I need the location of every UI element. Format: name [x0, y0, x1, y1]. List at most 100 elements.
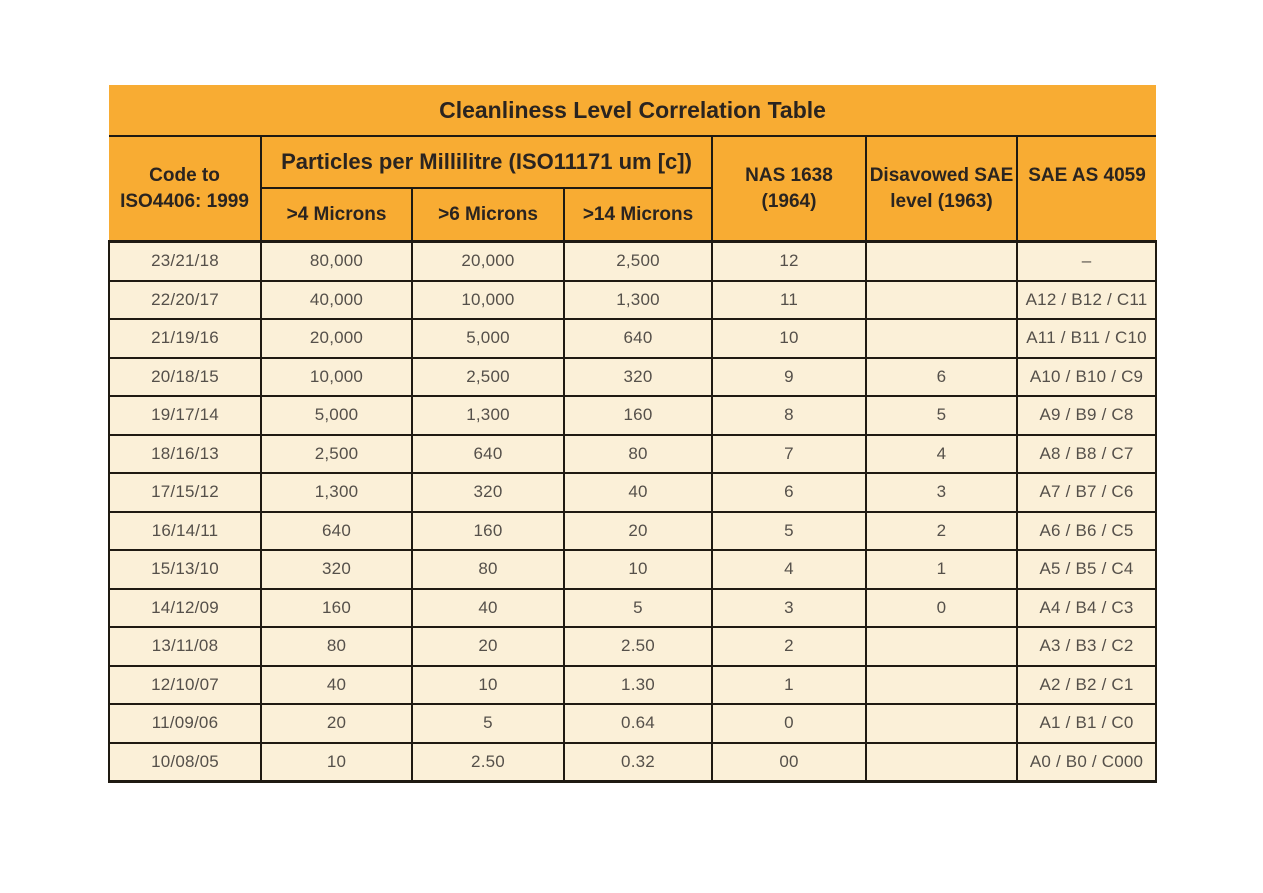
cell-nas-1638: 7: [711, 433, 867, 474]
table-row: 16/14/11 640 160 20 5 2 A6 / B6 / C5: [108, 510, 1158, 551]
header-iso4406-code: Code to ISO4406: 1999: [109, 135, 262, 243]
cell-sae-as-4059: A9 / B9 / C8: [1015, 395, 1158, 436]
table-row: 12/10/07 40 10 1.30 1 A2 / B2 / C1: [108, 664, 1158, 705]
table-row: 20/18/15 10,000 2,500 320 9 6 A10 / B10 / C9: [108, 356, 1158, 397]
cell-gt6-microns: 10: [411, 664, 565, 705]
cell-gt14-microns: 0.64: [563, 703, 713, 744]
cell-gt14-microns: 80: [563, 433, 713, 474]
cell-iso4406-code: 21/19/16: [108, 318, 262, 359]
cell-gt6-microns: 2.50: [411, 741, 565, 783]
table-header: Cleanliness Level Correlation Table Code…: [109, 85, 1157, 243]
table-row: 21/19/16 20,000 5,000 640 10 A11 / B11 / C10: [108, 318, 1158, 359]
cell-nas-1638: 1: [711, 664, 867, 705]
header-gt4-microns: >4 Microns: [260, 187, 413, 243]
table-row: 22/20/17 40,000 10,000 1,300 11 A12 / B12 / C…: [108, 279, 1158, 320]
table-body: 23/21/18 80,000 20,000 2,500 12–22/20/17 40,0…: [108, 240, 1158, 783]
cleanliness-correlation-table: Cleanliness Level Correlation Table Code…: [108, 85, 1158, 783]
cell-gt14-microns: 40: [563, 472, 713, 513]
cell-gt4-microns: 640: [260, 510, 413, 551]
table-row: 11/09/06 20 5 0.64 0 A1 / B1 / C0: [108, 703, 1158, 744]
cell-sae-as-4059: A10 / B10 / C9: [1015, 356, 1158, 397]
table-row: 13/11/08 80 20 2.50 2 A3 / B3 / C2: [108, 626, 1158, 667]
cell-disavowed-sae-level: [865, 664, 1018, 705]
cell-gt4-microns: 40: [260, 664, 413, 705]
cell-iso4406-code: 20/18/15: [108, 356, 262, 397]
cell-disavowed-sae-level: [865, 240, 1018, 282]
cell-gt14-microns: 640: [563, 318, 713, 359]
cell-gt6-microns: 5,000: [411, 318, 565, 359]
header-row-main: Code to ISO4406: 1999 Particles per Mill…: [109, 135, 1157, 243]
cell-iso4406-code: 14/12/09: [108, 587, 262, 628]
cell-iso4406-code: 18/16/13: [108, 433, 262, 474]
cell-gt4-microns: 80,000: [260, 240, 413, 282]
cell-gt4-microns: 5,000: [260, 395, 413, 436]
table-row: 19/17/14 5,000 1,300 160 8 5 A9 / B9 / C8: [108, 395, 1158, 436]
cell-iso4406-code: 23/21/18: [108, 240, 262, 282]
cell-gt14-microns: 10: [563, 549, 713, 590]
cell-gt6-microns: 40: [411, 587, 565, 628]
cell-sae-as-4059: A4 / B4 / C3: [1015, 587, 1158, 628]
header-row-microns: >4 Microns >6 Microns >14 Microns: [109, 187, 1156, 243]
header-gt6-microns: >6 Microns: [411, 187, 565, 243]
cell-gt14-microns: 2,500: [563, 240, 713, 282]
cell-disavowed-sae-level: [865, 703, 1018, 744]
cell-nas-1638: 6: [711, 472, 867, 513]
cell-gt4-microns: 40,000: [260, 279, 413, 320]
cell-disavowed-sae-level: [865, 318, 1018, 359]
cell-gt4-microns: 320: [260, 549, 413, 590]
cell-gt6-microns: 80: [411, 549, 565, 590]
header-sae-as-4059: SAE AS 4059: [1015, 135, 1157, 243]
cell-gt14-microns: 1,300: [563, 279, 713, 320]
cell-sae-as-4059: A6 / B6 / C5: [1015, 510, 1158, 551]
cell-nas-1638: 10: [711, 318, 867, 359]
cell-sae-as-4059: A12 / B12 / C11: [1015, 279, 1158, 320]
cell-nas-1638: 2: [711, 626, 867, 667]
cell-sae-as-4059: A8 / B8 / C7: [1015, 433, 1158, 474]
cell-gt14-microns: 20: [563, 510, 713, 551]
cell-disavowed-sae-level: 3: [865, 472, 1018, 513]
cell-disavowed-sae-level: [865, 626, 1018, 667]
cell-gt6-microns: 20,000: [411, 240, 565, 282]
cell-sae-as-4059: A2 / B2 / C1: [1015, 664, 1158, 705]
cell-disavowed-sae-level: [865, 741, 1018, 783]
cell-disavowed-sae-level: 0: [865, 587, 1018, 628]
cell-gt4-microns: 160: [260, 587, 413, 628]
cell-sae-as-4059: A3 / B3 / C2: [1015, 626, 1158, 667]
cell-disavowed-sae-level: 6: [865, 356, 1018, 397]
cell-gt6-microns: 5: [411, 703, 565, 744]
cell-gt6-microns: 640: [411, 433, 565, 474]
cell-iso4406-code: 19/17/14: [108, 395, 262, 436]
cell-iso4406-code: 12/10/07: [108, 664, 262, 705]
cell-iso4406-code: 13/11/08: [108, 626, 262, 667]
table-row: 18/16/13 2,500 640 80 7 4 A8 / B8 / C7: [108, 433, 1158, 474]
cell-gt6-microns: 320: [411, 472, 565, 513]
cell-gt4-microns: 20,000: [260, 318, 413, 359]
cell-disavowed-sae-level: 2: [865, 510, 1018, 551]
cell-gt14-microns: 2.50: [563, 626, 713, 667]
table-row: 14/12/09 160 40 5 3 0 A4 / B4 / C3: [108, 587, 1158, 628]
header-particles-per-millilitre: Particles per Millilitre (ISO11171 um [c…: [260, 135, 713, 189]
cell-iso4406-code: 17/15/12: [108, 472, 262, 513]
cell-disavowed-sae-level: [865, 279, 1018, 320]
cell-gt4-microns: 10: [260, 741, 413, 783]
cell-nas-1638: 0: [711, 703, 867, 744]
cell-gt4-microns: 2,500: [260, 433, 413, 474]
cell-nas-1638: 8: [711, 395, 867, 436]
table-row: 15/13/10 320 80 10 4 1 A5 / B5 / C4: [108, 549, 1158, 590]
cell-sae-as-4059: A1 / B1 / C0: [1015, 703, 1158, 744]
cell-sae-as-4059: –: [1015, 240, 1158, 282]
cell-gt6-microns: 10,000: [411, 279, 565, 320]
cell-gt6-microns: 160: [411, 510, 565, 551]
title-row: Cleanliness Level Correlation Table: [109, 85, 1157, 137]
cell-sae-as-4059: A0 / B0 / C000: [1015, 741, 1158, 783]
cell-nas-1638: 9: [711, 356, 867, 397]
cell-disavowed-sae-level: 5: [865, 395, 1018, 436]
cell-gt4-microns: 80: [260, 626, 413, 667]
cell-gt14-microns: 160: [563, 395, 713, 436]
cell-gt14-microns: 320: [563, 356, 713, 397]
cell-iso4406-code: 15/13/10: [108, 549, 262, 590]
cell-sae-as-4059: A7 / B7 / C6: [1015, 472, 1158, 513]
header-nas-1638: NAS 1638 (1964): [711, 135, 867, 243]
cell-disavowed-sae-level: 4: [865, 433, 1018, 474]
